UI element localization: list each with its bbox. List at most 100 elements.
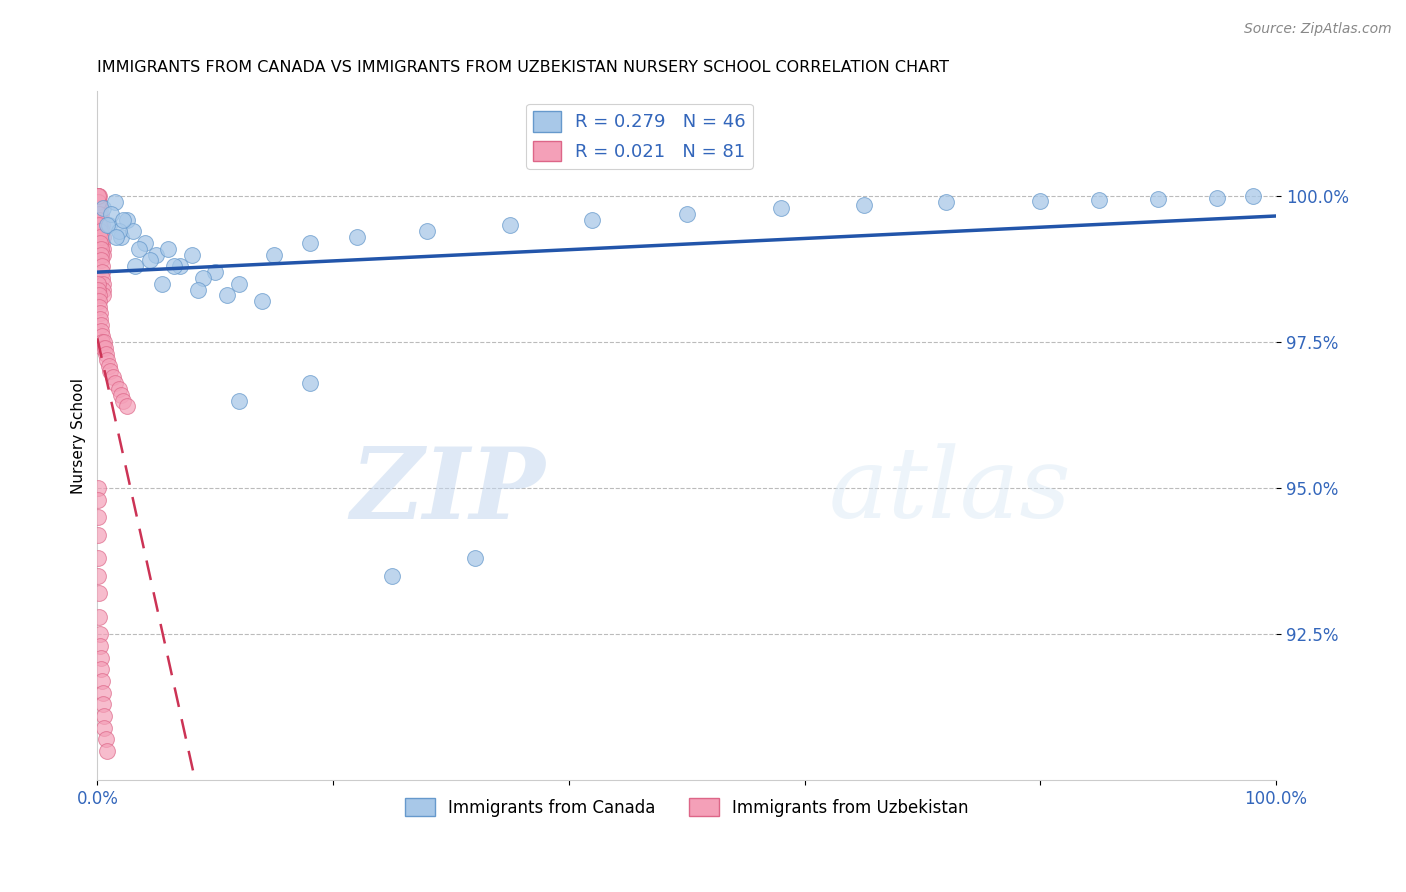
- Point: [112, 212, 135, 227]
- Point: [105, 230, 128, 244]
- Text: ZIP: ZIP: [350, 442, 546, 539]
- Point: [1088, 194, 1111, 208]
- Point: [90, 207, 112, 221]
- Point: [89, 627, 111, 641]
- Point: [87, 189, 110, 203]
- Point: [90, 318, 112, 332]
- Point: [91, 686, 114, 700]
- Point: [87, 569, 110, 583]
- Point: [115, 400, 138, 414]
- Point: [150, 277, 173, 291]
- Point: [228, 277, 250, 291]
- Legend: Immigrants from Canada, Immigrants from Uzbekistan: Immigrants from Canada, Immigrants from …: [398, 792, 976, 823]
- Text: IMMIGRANTS FROM CANADA VS IMMIGRANTS FROM UZBEKISTAN NURSERY SCHOOL CORRELATION : IMMIGRANTS FROM CANADA VS IMMIGRANTS FRO…: [97, 60, 949, 75]
- Point: [90, 662, 112, 676]
- Point: [107, 224, 129, 238]
- Point: [87, 201, 110, 215]
- Point: [581, 212, 603, 227]
- Point: [90, 242, 112, 256]
- Point: [100, 207, 122, 221]
- Point: [98, 364, 121, 378]
- Point: [769, 201, 792, 215]
- Point: [157, 242, 180, 256]
- Point: [87, 194, 110, 209]
- Point: [91, 271, 114, 285]
- Point: [187, 283, 209, 297]
- Point: [90, 329, 112, 343]
- Point: [204, 265, 226, 279]
- Point: [110, 230, 132, 244]
- Point: [87, 201, 110, 215]
- Point: [94, 732, 117, 747]
- Point: [252, 294, 274, 309]
- Point: [134, 235, 156, 250]
- Point: [96, 347, 118, 361]
- Point: [91, 265, 114, 279]
- Point: [91, 673, 114, 688]
- Point: [98, 219, 121, 233]
- Point: [90, 219, 112, 233]
- Point: [89, 219, 111, 233]
- Point: [89, 639, 111, 653]
- Point: [346, 230, 368, 244]
- Y-axis label: Nursery School: Nursery School: [72, 377, 86, 493]
- Point: [87, 189, 110, 203]
- Point: [89, 300, 111, 314]
- Point: [215, 288, 238, 302]
- Point: [91, 335, 114, 350]
- Point: [180, 247, 202, 261]
- Point: [87, 288, 110, 302]
- Point: [96, 219, 118, 233]
- Point: [93, 335, 115, 350]
- Point: [128, 242, 150, 256]
- Point: [381, 569, 404, 583]
- Point: [91, 341, 114, 355]
- Point: [89, 230, 111, 244]
- Point: [121, 224, 143, 238]
- Point: [1147, 192, 1170, 206]
- Point: [87, 277, 110, 291]
- Point: [87, 551, 110, 566]
- Point: [145, 247, 167, 261]
- Point: [86, 492, 108, 507]
- Point: [87, 510, 110, 524]
- Point: [104, 194, 127, 209]
- Point: [298, 235, 321, 250]
- Point: [115, 212, 138, 227]
- Point: [101, 370, 124, 384]
- Point: [112, 393, 135, 408]
- Point: [89, 219, 111, 233]
- Point: [89, 212, 111, 227]
- Point: [107, 382, 129, 396]
- Point: [1206, 191, 1229, 205]
- Point: [263, 247, 285, 261]
- Point: [464, 551, 486, 566]
- Point: [110, 388, 132, 402]
- Point: [96, 352, 118, 367]
- Point: [90, 212, 112, 227]
- Point: [87, 528, 110, 542]
- Point: [90, 324, 112, 338]
- Point: [1241, 189, 1264, 203]
- Point: [87, 609, 110, 624]
- Point: [90, 247, 112, 261]
- Point: [87, 189, 110, 203]
- Point: [97, 359, 120, 373]
- Point: [104, 376, 127, 390]
- Point: [89, 201, 111, 215]
- Point: [90, 230, 112, 244]
- Point: [416, 224, 439, 238]
- Point: [87, 189, 110, 203]
- Point: [935, 194, 957, 209]
- Point: [90, 650, 112, 665]
- Point: [91, 247, 114, 261]
- Point: [675, 207, 697, 221]
- Point: [91, 283, 114, 297]
- Point: [852, 198, 875, 212]
- Point: [169, 260, 191, 274]
- Point: [87, 207, 110, 221]
- Point: [89, 235, 111, 250]
- Point: [163, 260, 186, 274]
- Point: [87, 481, 110, 495]
- Point: [91, 242, 114, 256]
